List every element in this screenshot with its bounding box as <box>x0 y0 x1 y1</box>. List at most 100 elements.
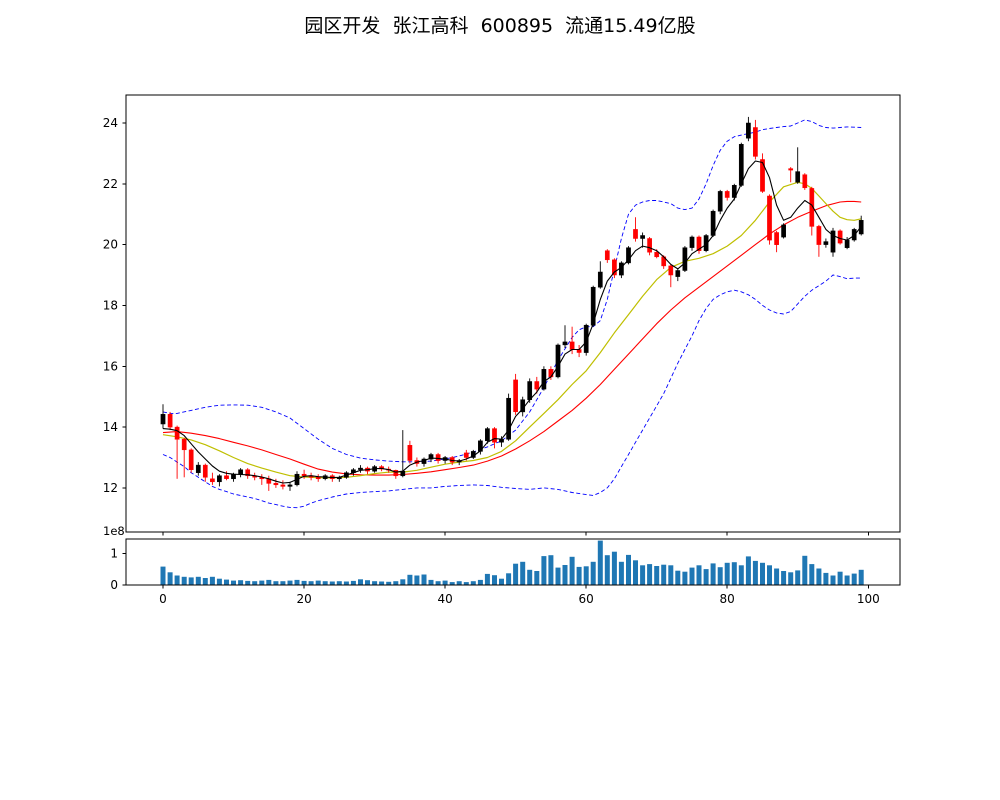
candle-body <box>195 464 201 473</box>
x-tick-label: 0 <box>159 592 167 606</box>
volume-bar <box>252 581 258 585</box>
candle-body <box>626 247 631 264</box>
candle-body <box>358 467 363 470</box>
volume-bar <box>195 576 201 585</box>
volume-bar <box>781 571 787 585</box>
candle-body <box>217 475 222 483</box>
candle-body <box>802 174 808 189</box>
candle-body <box>823 241 829 245</box>
ma-slow-red-line <box>162 200 862 476</box>
volume-bar <box>858 569 864 585</box>
candle-body <box>534 381 540 390</box>
candle-body <box>492 428 497 443</box>
candle-body <box>809 188 815 227</box>
axes-frames <box>125 94 901 586</box>
volume-bar <box>167 572 173 585</box>
candle-body <box>774 232 779 245</box>
candle-body <box>837 230 843 244</box>
candle-body <box>724 191 730 198</box>
volume-bar <box>463 582 469 585</box>
candle-body <box>428 454 434 460</box>
volume-bar <box>308 581 314 585</box>
candle-body <box>555 344 561 378</box>
volume-bar <box>717 567 723 585</box>
volume-bar <box>724 562 730 585</box>
volume-bar <box>188 577 194 585</box>
volume-bar <box>548 555 554 585</box>
candle-body <box>675 270 681 277</box>
volume-scale-offset-label: 1e8 <box>103 524 125 538</box>
volume-bar <box>604 555 610 585</box>
candle-body <box>548 369 554 378</box>
volume-bar <box>301 580 307 585</box>
candle-body <box>640 235 645 239</box>
volume-bar <box>823 572 829 585</box>
volume-bar <box>738 565 744 585</box>
volume-bar <box>294 579 300 585</box>
volume-bar <box>513 563 519 585</box>
volume-bar <box>181 576 187 585</box>
candle-body <box>202 464 208 478</box>
volume-bar <box>640 565 646 585</box>
volume-bar <box>569 556 575 585</box>
candle-body <box>703 235 709 251</box>
volume-bar <box>668 565 674 585</box>
candle-body <box>393 470 399 477</box>
volume-bar <box>421 574 427 585</box>
volume-bar <box>851 573 857 585</box>
candle-body <box>569 341 575 350</box>
volume-bar <box>350 580 356 585</box>
candle-body <box>435 454 441 461</box>
volume-bar <box>428 579 434 585</box>
candle-body <box>746 122 751 139</box>
volume-bar <box>358 579 363 585</box>
candle-body <box>210 478 215 483</box>
chart-title: 园区开发 张江高科 600895 流通15.49亿股 <box>304 15 696 37</box>
volume-bar <box>541 556 547 585</box>
main-y-axis: 12 14 16 18 20 22 24 <box>103 116 126 495</box>
x-axis: 0 20 40 60 80 100 <box>159 532 880 606</box>
candle-body <box>301 473 307 476</box>
x-tick-label: 40 <box>437 592 452 606</box>
candle-body <box>407 445 413 461</box>
y-tick-label: 16 <box>103 359 118 373</box>
candle-body <box>238 469 243 475</box>
volume-bar <box>682 571 688 585</box>
candle-body <box>844 239 850 248</box>
candle-body <box>562 341 568 346</box>
y-tick-label: 14 <box>103 420 118 434</box>
candle-body <box>731 185 737 198</box>
volume-bar <box>336 581 342 585</box>
candle-body <box>682 247 688 271</box>
volume-bar <box>689 567 695 585</box>
volume-bar <box>626 554 631 585</box>
volume-bar <box>273 581 279 585</box>
volume-bar <box>238 580 244 585</box>
candle-body <box>668 265 674 276</box>
volume-bar <box>506 573 512 585</box>
price-fast-black-line <box>162 160 862 484</box>
candle-body <box>231 473 236 480</box>
y-tick-label: 24 <box>103 116 118 130</box>
candle-body <box>781 224 786 238</box>
volume-bar <box>752 560 758 585</box>
volume-bar <box>372 581 378 585</box>
y-tick-label: 20 <box>103 238 118 252</box>
candle-body <box>224 475 229 479</box>
volume-bar <box>837 571 843 585</box>
volume-bar <box>484 573 490 585</box>
candle-body <box>541 369 547 390</box>
volume-bar <box>231 580 236 585</box>
volume-bar <box>802 555 808 585</box>
candle-body <box>167 414 173 428</box>
candle-body <box>738 144 744 186</box>
candle-body <box>830 230 836 253</box>
volume-bar <box>209 576 215 585</box>
volume-bar <box>774 568 780 585</box>
volume-bar <box>767 565 772 585</box>
volume-y-tick-label: 0 <box>110 578 118 592</box>
candle-body <box>767 195 772 241</box>
volume-bar <box>216 578 222 585</box>
candle-body <box>597 271 603 288</box>
